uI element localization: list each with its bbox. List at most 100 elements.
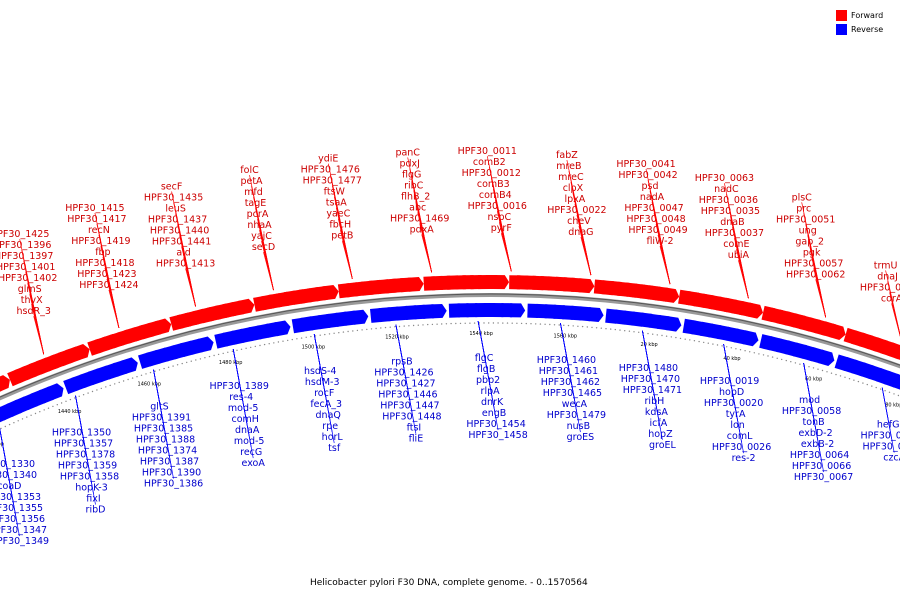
legend-forward: Forward <box>836 8 898 22</box>
scale-dot <box>753 352 755 354</box>
reverse-gene-label: HPF30_1385 <box>134 424 193 435</box>
scale-dot <box>186 361 188 364</box>
scale-dot <box>389 326 391 328</box>
scale-dot <box>145 373 147 375</box>
reverse-gene-mark <box>742 330 759 347</box>
forward-gene-label: HPF30_1402 <box>0 273 57 284</box>
scale-dot <box>549 323 551 326</box>
scale-dot <box>586 326 588 328</box>
scale-dot <box>167 366 170 368</box>
reverse-gene-label: HPF30_1479 <box>547 410 606 421</box>
reverse-gene-mark <box>587 307 604 322</box>
scale-dot <box>300 337 303 339</box>
reverse-gene-label: gltS <box>150 402 168 413</box>
reverse-gene-label: HPF30_1458 <box>468 430 527 441</box>
scale-dot <box>830 372 833 374</box>
reverse-gene-label: HPF30_1350 <box>52 428 111 439</box>
reverse-gene-mark <box>818 349 835 366</box>
reverse-gene-label: exbB-2 <box>801 439 834 450</box>
reverse-leader-line <box>881 387 895 453</box>
reverse-gene-label: mod-5 <box>234 436 265 447</box>
scale-dot <box>361 329 363 331</box>
scale-dot <box>689 339 691 341</box>
scale-dot <box>520 322 523 325</box>
reverse-gene-label: HPF30_1391 <box>132 413 191 424</box>
reverse-gene-label: HPF30_0067 <box>794 472 853 483</box>
reverse-gene-label: HPF30_1388 <box>136 435 195 446</box>
forward-gene-label: mreC <box>558 172 584 183</box>
scale-dot <box>794 362 797 364</box>
forward-gene-label: HPF30_1397 <box>0 251 53 262</box>
scale-dot <box>624 330 626 332</box>
scale-dot <box>52 405 54 408</box>
reverse-gene-label: comL <box>727 431 753 442</box>
forward-gene-label: HPF30_1425 <box>0 229 49 240</box>
reverse-gene-mark <box>46 383 64 401</box>
reverse-gene-label: HPF30_1470 <box>621 374 680 385</box>
forward-gene-mark <box>0 375 10 392</box>
scale-dot <box>675 336 677 339</box>
reverse-gene-label: tyrA <box>726 409 746 420</box>
scale-dot <box>384 326 387 329</box>
forward-gene-label: pdxJ <box>399 158 419 169</box>
forward-gene-label: fabZ <box>556 150 578 161</box>
reverse-gene-label: groEL <box>649 440 677 451</box>
reverse-leader-line <box>723 344 744 454</box>
scale-dot <box>844 376 846 378</box>
forward-gene-mark <box>493 275 510 290</box>
reverse-gene-mark <box>665 316 682 332</box>
scale-dot <box>60 402 63 404</box>
reverse-gene-label: HPF30_0074 <box>861 431 900 442</box>
forward-gene-label: HPF30_0011 <box>458 146 517 157</box>
forward-gene-label: corA <box>881 293 900 304</box>
backbone-edge <box>0 293 900 398</box>
reverse-gene-label: kdsA <box>645 407 668 418</box>
scale-dot <box>726 346 728 348</box>
scale-dot <box>43 409 45 411</box>
kbp-label: 1500 kbp <box>302 344 326 350</box>
forward-gene-label: folC <box>240 165 259 176</box>
reverse-gene-label: hopD <box>719 387 744 398</box>
scale-dot <box>812 367 815 369</box>
scale-dot <box>78 395 80 397</box>
reverse-gene-label: HPF30_0078 <box>863 442 900 453</box>
reverse-gene-label: tonB <box>803 417 825 428</box>
scale-dot <box>245 347 247 349</box>
reverse-gene-label: HPF30_1465 <box>543 388 602 399</box>
scale-dot <box>450 322 452 325</box>
reverse-gene-label: pbp2 <box>476 375 500 386</box>
scale-dot <box>254 345 256 348</box>
scale-dot <box>140 374 143 376</box>
scale-dot <box>352 330 354 332</box>
reverse-gene-label: HPF30_1356 <box>0 514 45 525</box>
reverse-leader-line <box>0 428 20 537</box>
reverse-gene-label: HPF30_0019 <box>700 376 759 387</box>
scale-dot <box>539 323 542 325</box>
scale-dot <box>441 323 443 325</box>
reverse-gene-label: horL <box>322 432 344 443</box>
reverse-leader-line <box>803 363 824 473</box>
scale-dot <box>176 364 179 366</box>
scale-dot <box>236 349 238 351</box>
reverse-gene-label: HPF30_1349 <box>0 536 49 547</box>
scale-dot <box>488 322 490 324</box>
scale-dot <box>483 322 485 324</box>
scale-dot <box>0 427 2 430</box>
scale-dot <box>370 328 373 330</box>
scale-dot <box>544 323 546 325</box>
scale-dot <box>749 351 751 353</box>
forward-gene-mark <box>72 344 90 361</box>
scale-dot <box>172 365 174 367</box>
scale-dot <box>314 335 317 337</box>
forward-leader-line <box>724 183 749 299</box>
scale-dot <box>684 338 686 340</box>
scale-dot <box>525 322 527 325</box>
scale-dot <box>459 322 462 325</box>
scale-dot <box>268 343 270 345</box>
scale-dot <box>893 393 895 395</box>
scale-dot <box>131 377 134 379</box>
kbp-label: 1440 kbp <box>58 409 82 415</box>
scale-dot <box>511 322 513 324</box>
